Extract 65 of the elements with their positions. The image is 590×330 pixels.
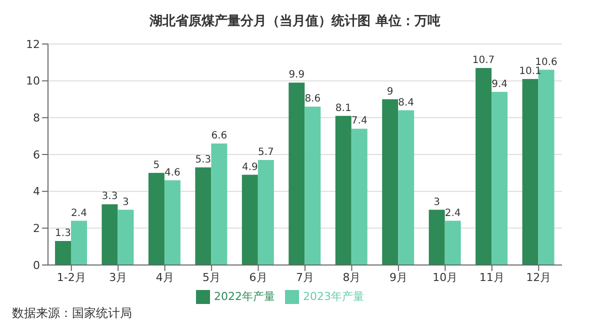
data-label: 9.4	[492, 78, 508, 90]
bar	[102, 204, 118, 265]
bar	[288, 82, 305, 265]
x-tick-label: 6月	[249, 270, 268, 284]
bar	[118, 210, 134, 265]
data-label: 10.7	[472, 54, 495, 66]
bar	[476, 68, 492, 265]
x-tick-label: 12月	[526, 270, 552, 284]
data-label: 3.3	[102, 191, 118, 202]
source-note: 数据来源：国家统计局	[12, 305, 132, 322]
x-tick-label: 5月	[202, 270, 221, 284]
y-tick-label: 12	[26, 38, 40, 51]
x-tick-label: 1-2月	[56, 270, 86, 284]
bar	[55, 241, 72, 265]
x-tick-label: 11月	[479, 270, 504, 284]
x-tick-label: 8月	[342, 270, 361, 284]
data-label: 3	[122, 196, 129, 208]
legend-label: 2023年产量	[303, 290, 364, 303]
y-tick-label: 0	[33, 258, 40, 272]
data-label: 5	[153, 160, 160, 171]
legend-label: 2022年产量	[214, 290, 275, 303]
x-tick-label: 4月	[156, 270, 174, 284]
y-tick-label: 4	[33, 185, 40, 198]
data-label: 3	[434, 196, 440, 208]
bar	[382, 99, 398, 265]
bar	[335, 116, 352, 265]
data-label: 9.9	[288, 70, 305, 81]
bar	[242, 174, 258, 265]
bar	[211, 143, 228, 265]
data-label: 4.9	[242, 162, 258, 173]
bar	[351, 128, 368, 265]
bar	[148, 172, 164, 265]
bar	[258, 160, 274, 265]
data-label: 2.4	[71, 208, 87, 219]
bar	[428, 210, 445, 265]
data-label: 8.4	[398, 97, 414, 108]
data-label: 6.6	[211, 130, 228, 142]
data-label: 1.3	[55, 228, 71, 240]
y-tick-label: 10	[26, 74, 40, 88]
x-tick-label: 7月	[296, 270, 314, 284]
y-tick-label: 8	[33, 112, 40, 125]
data-label: 8.1	[335, 102, 352, 114]
chart-title: 湖北省原煤产量分月（当月值）统计图 单位：万吨	[148, 12, 442, 31]
y-tick-label: 2	[33, 222, 40, 236]
bar	[195, 167, 212, 265]
data-label: 10.1	[519, 66, 542, 77]
data-label: 5.7	[258, 147, 274, 158]
x-tick-label: 9月	[389, 270, 408, 284]
x-tick-label: 10月	[432, 270, 458, 284]
bar	[164, 180, 180, 265]
bar	[522, 78, 538, 265]
data-label: 4.6	[164, 167, 180, 178]
bar	[492, 92, 508, 265]
bar	[71, 220, 88, 265]
bar	[304, 106, 321, 265]
bar	[398, 110, 414, 265]
data-label: 10.6	[535, 56, 558, 68]
bar	[444, 220, 461, 265]
data-label: 7.4	[351, 116, 368, 127]
data-label: 5.3	[195, 154, 212, 166]
data-label: 2.4	[444, 208, 461, 219]
data-label: 8.6	[304, 94, 321, 105]
y-tick-label: 6	[33, 148, 40, 162]
data-label: 9	[386, 86, 394, 98]
x-tick-label: 3月	[109, 270, 128, 284]
